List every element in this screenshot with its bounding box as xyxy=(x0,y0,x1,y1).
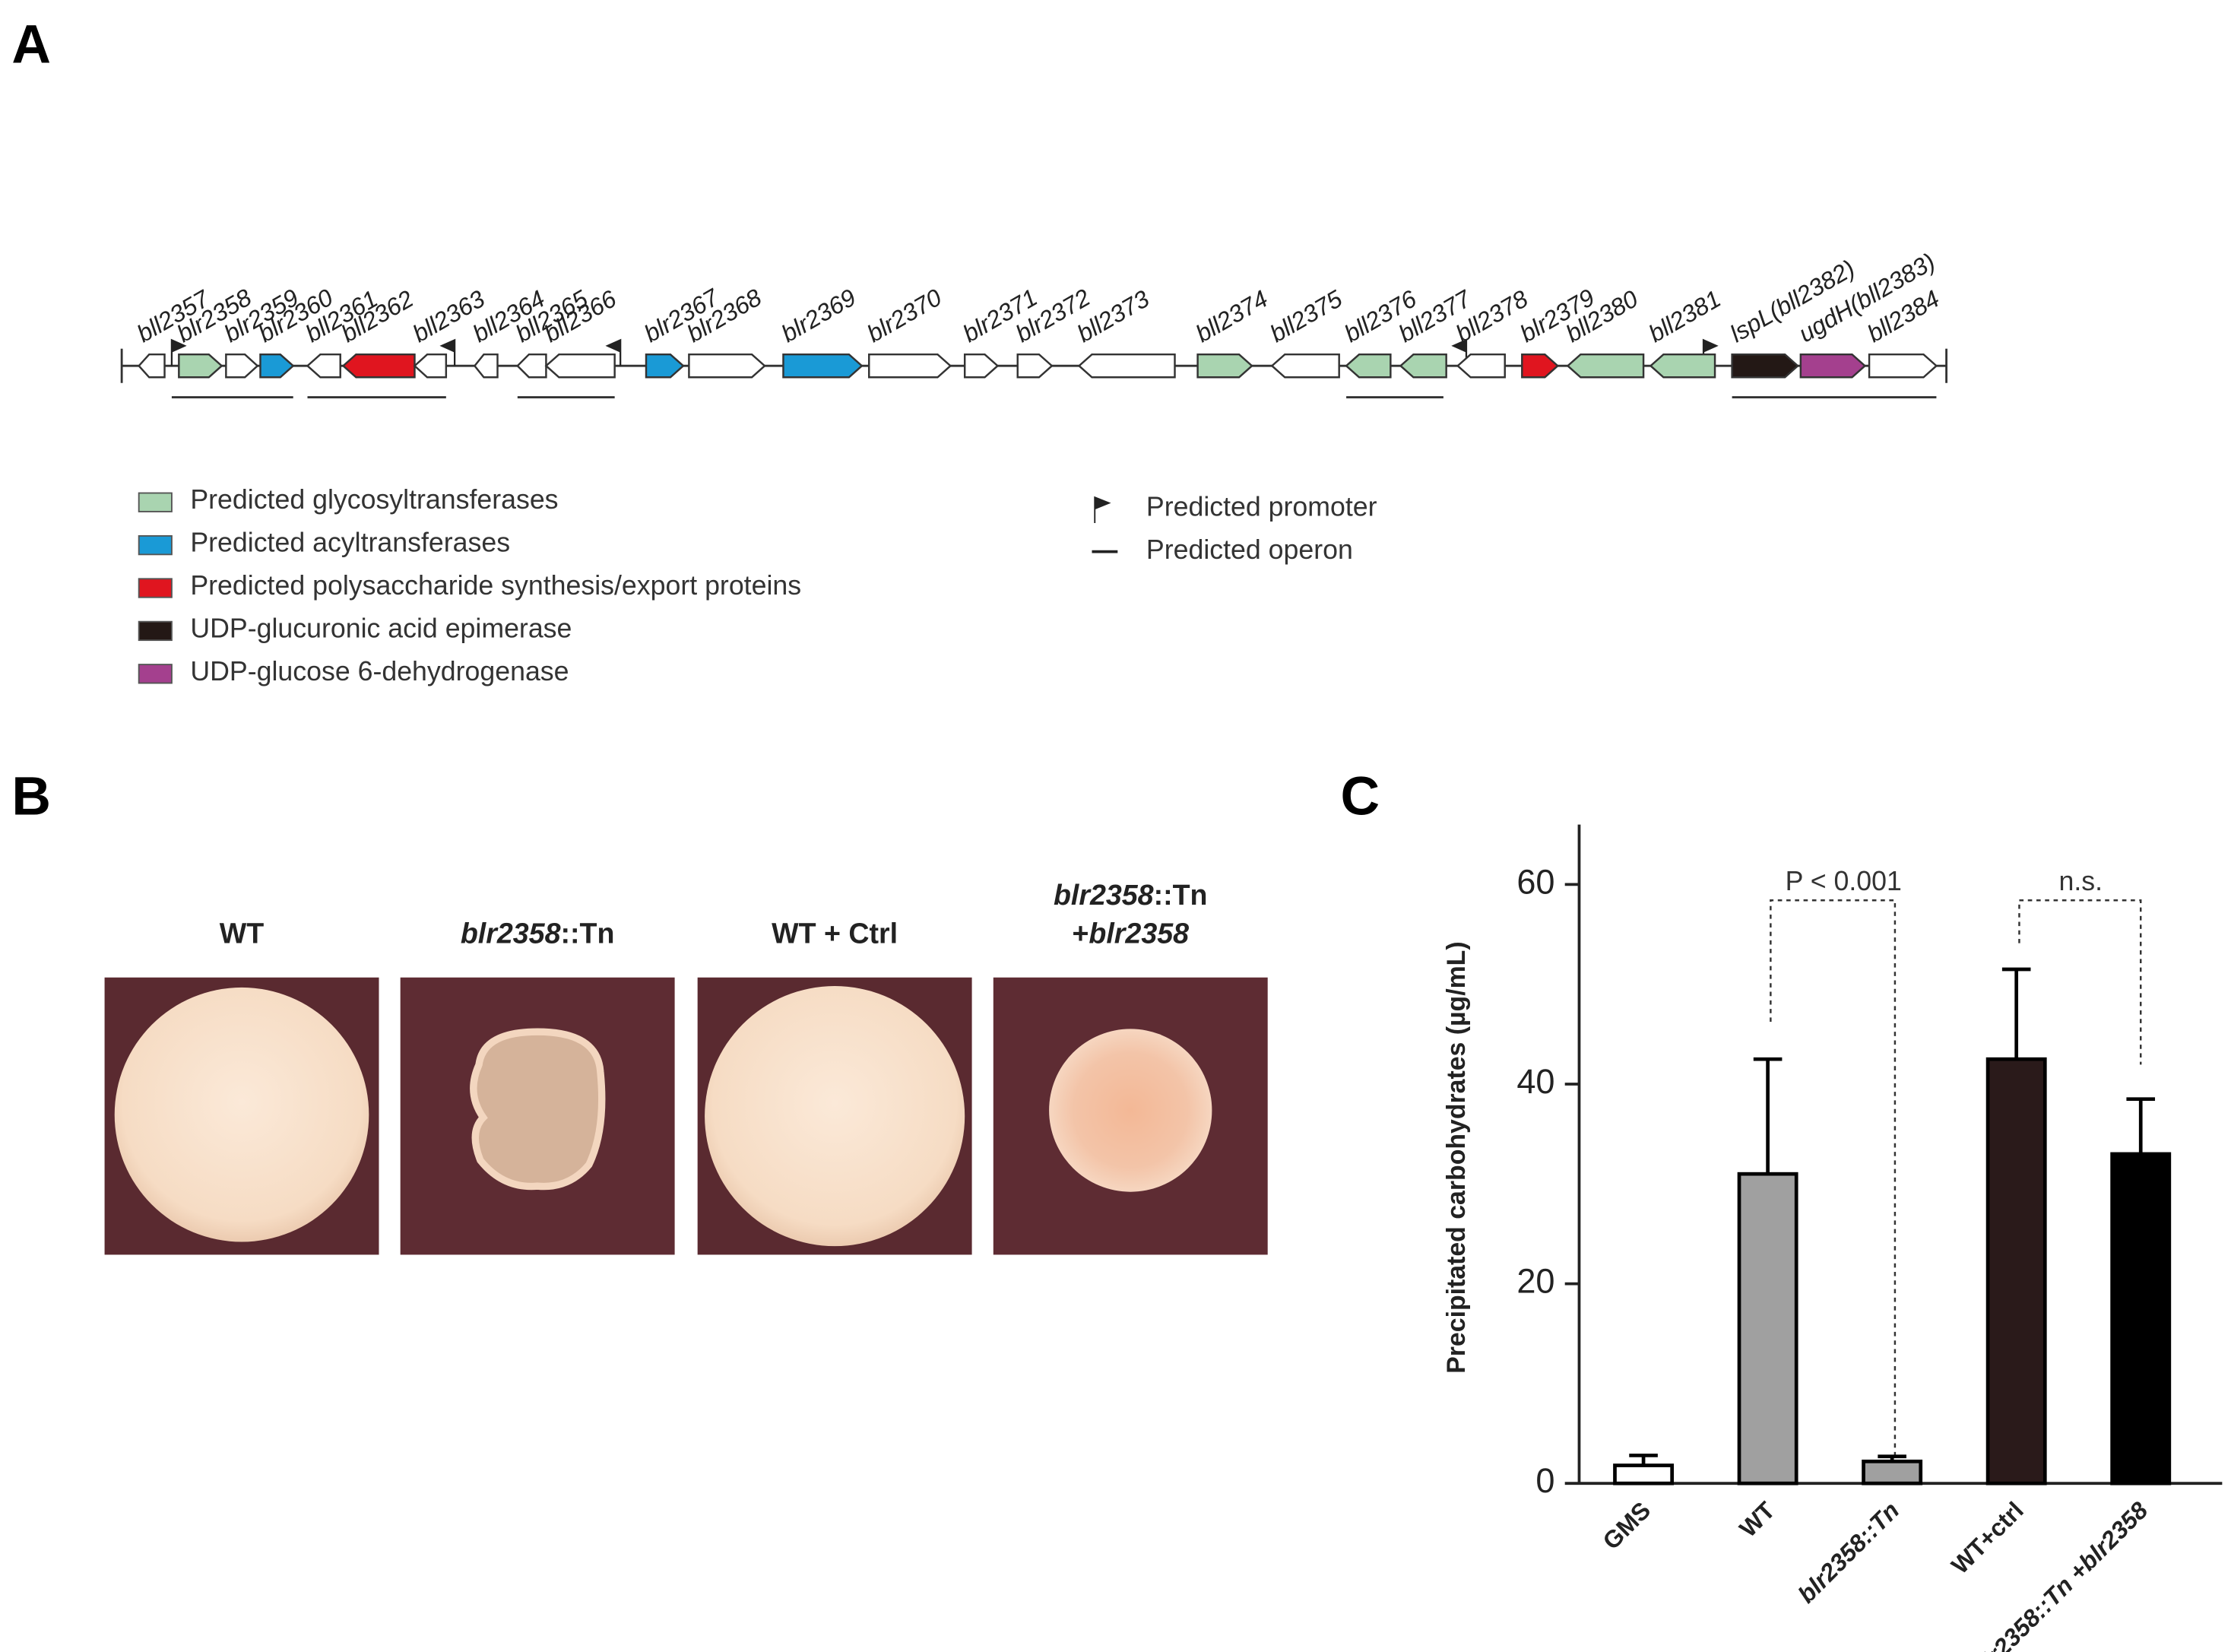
gene-label: blr2370 xyxy=(862,284,946,348)
gene xyxy=(1077,353,1176,379)
gene-label: bll2374 xyxy=(1191,285,1272,348)
gene xyxy=(1566,353,1645,379)
label-part: blr2358 xyxy=(1089,918,1189,950)
gene xyxy=(868,353,952,379)
x-tick-label: blr2358::Tn xyxy=(1792,1496,1904,1608)
legend-swatch xyxy=(138,578,173,598)
plate-label: blr2358::Tn xyxy=(461,918,615,950)
gene-label: bll2362 xyxy=(337,284,418,347)
plate-label: +blr2358 xyxy=(1072,918,1189,950)
bar xyxy=(2110,1152,2172,1486)
label-part: blr2358 xyxy=(1054,879,1154,911)
legend-label: UDP-glucuronic acid epimerase xyxy=(190,613,572,643)
plate-labels: WT blr2358::Tn WT + Ctrlblr2358::Tn+blr235… xyxy=(220,879,1208,950)
legend-label: Predicted promoter xyxy=(1146,492,1377,522)
gene xyxy=(1649,353,1716,379)
annotation: n.s. xyxy=(2058,866,2103,896)
gene xyxy=(516,353,547,379)
gene xyxy=(259,353,295,379)
y-tick-label: 60 xyxy=(1516,862,1554,901)
promoter-icon xyxy=(1094,496,1111,523)
gene xyxy=(1345,353,1392,379)
gene-label: bll2375 xyxy=(1265,284,1346,347)
gene xyxy=(1016,353,1054,379)
gene xyxy=(1521,353,1560,379)
gene xyxy=(1270,353,1340,379)
plates xyxy=(104,977,1268,1255)
x-tick-label: GMS xyxy=(1597,1496,1656,1555)
gene xyxy=(138,353,166,379)
plate-label: WT + Ctrl xyxy=(772,918,898,950)
label-part: ::Tn xyxy=(1154,879,1208,911)
gene xyxy=(1731,353,1799,379)
colony xyxy=(1049,1029,1212,1192)
bar xyxy=(1862,1459,1923,1486)
bar xyxy=(1613,1463,1675,1486)
label-part: WT xyxy=(220,918,264,950)
legend-label: Predicted operon xyxy=(1146,534,1353,565)
legend-label: Predicted polysaccharide synthesis/expor… xyxy=(190,570,801,601)
gene-label: bll2381 xyxy=(1644,285,1726,348)
gene xyxy=(473,353,499,379)
brackets xyxy=(1770,899,2142,1467)
gene xyxy=(341,353,416,379)
gene xyxy=(1196,353,1253,379)
gene xyxy=(178,353,223,379)
colony xyxy=(114,987,369,1242)
bar xyxy=(1985,1057,2047,1486)
gene xyxy=(306,353,341,379)
gene xyxy=(645,353,685,379)
gene xyxy=(688,353,766,379)
y-tick-label: 20 xyxy=(1516,1262,1554,1301)
promoters xyxy=(170,338,1719,366)
legend: Predicted promoter Predicted operon Pred… xyxy=(138,484,1377,686)
colony xyxy=(705,986,965,1247)
legend-label: Predicted acyltransferases xyxy=(190,528,510,558)
legend-swatch xyxy=(138,534,173,556)
gene xyxy=(1456,353,1506,379)
legend-label: Predicted glycosyltransferases xyxy=(190,484,558,515)
gene xyxy=(1868,353,1938,379)
plate-label: blr2358::Tn xyxy=(1054,879,1208,911)
legend-swatch xyxy=(138,492,173,512)
gene xyxy=(1799,353,1867,379)
colony xyxy=(470,1028,606,1191)
gene xyxy=(963,353,1000,379)
gene xyxy=(1399,353,1447,379)
gene xyxy=(782,353,864,379)
bar-chart: Precipitated carbohydrates (µg/mL) P < 0… xyxy=(1442,824,2223,1652)
y-tick-label: 40 xyxy=(1516,1062,1554,1101)
legend-label: UDP-glucose 6-dehydrogenase xyxy=(190,656,569,686)
gene-map: bll2357blr2358blr2359blr2360bll2361bll23… xyxy=(132,248,1944,379)
legend-swatch xyxy=(138,664,173,684)
panel-label: C xyxy=(1341,766,1380,826)
x-tick-label: WT+ctrl xyxy=(1946,1496,2029,1579)
panel-label: B xyxy=(11,766,51,826)
annotation: P < 0.001 xyxy=(1786,866,1902,896)
label-part: + xyxy=(1072,918,1089,950)
gene xyxy=(544,353,616,379)
gene-label: blr2369 xyxy=(777,284,860,348)
gene xyxy=(413,353,448,379)
plate-label: WT xyxy=(220,918,264,950)
gene xyxy=(225,353,259,379)
bar xyxy=(1737,1172,1798,1486)
legend-swatch xyxy=(138,620,173,642)
label-part: blr2358 xyxy=(461,918,561,950)
x-tick-label: WT xyxy=(1734,1496,1780,1543)
label-part: WT + Ctrl xyxy=(772,918,898,950)
label-part: ::Tn xyxy=(560,918,614,950)
panel-label: A xyxy=(11,14,51,75)
y-tick-label: 0 xyxy=(1535,1461,1554,1500)
y-axis-title: Precipitated carbohydrates (µg/mL) xyxy=(1442,941,1471,1373)
